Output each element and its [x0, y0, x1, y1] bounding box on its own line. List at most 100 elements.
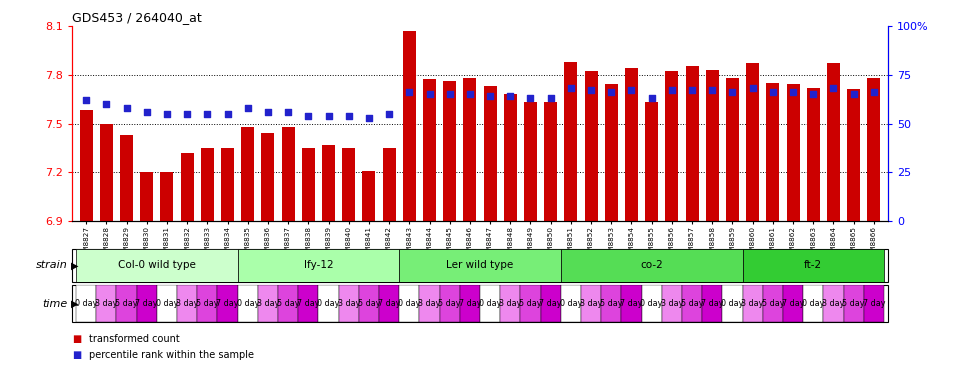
Bar [763, 285, 783, 322]
Bar [621, 285, 641, 322]
Text: 5 day: 5 day [115, 299, 138, 308]
Bar [197, 285, 217, 322]
Bar [80, 111, 93, 221]
Point [462, 91, 477, 97]
Bar [743, 249, 884, 282]
Bar [645, 102, 659, 221]
Bar [423, 79, 436, 221]
Text: 5 day: 5 day [196, 299, 219, 308]
Bar [746, 63, 759, 221]
Point [260, 109, 276, 115]
Point [180, 111, 195, 117]
Bar [382, 148, 396, 221]
Bar [682, 285, 702, 322]
Text: GDS453 / 264040_at: GDS453 / 264040_at [72, 11, 202, 24]
Text: 7 day: 7 day [781, 299, 804, 308]
Text: 7 day: 7 day [701, 299, 724, 308]
Bar [278, 285, 299, 322]
Text: co-2: co-2 [640, 260, 663, 270]
Text: 0 day: 0 day [721, 299, 744, 308]
Bar [561, 285, 581, 322]
Bar [504, 94, 516, 221]
Bar [160, 172, 174, 221]
Bar [379, 285, 399, 322]
Text: 7 day: 7 day [540, 299, 562, 308]
Text: 3 day: 3 day [338, 299, 360, 308]
Bar [625, 68, 638, 221]
Bar [844, 285, 864, 322]
Text: 5 day: 5 day [681, 299, 704, 308]
Text: 0 day: 0 day [75, 299, 97, 308]
Point [644, 95, 660, 101]
Bar [399, 249, 561, 282]
Bar [706, 70, 719, 221]
Text: 0 day: 0 day [398, 299, 420, 308]
Bar [322, 145, 335, 221]
Text: 3 day: 3 day [580, 299, 602, 308]
Bar [319, 285, 339, 322]
Point [99, 101, 114, 107]
Point [745, 85, 760, 91]
Bar [120, 135, 133, 221]
Text: 7 day: 7 day [620, 299, 643, 308]
Point [483, 93, 498, 99]
Bar [722, 285, 743, 322]
Text: 3 day: 3 day [741, 299, 764, 308]
Bar [864, 285, 884, 322]
Point [725, 89, 740, 95]
Text: 0 day: 0 day [802, 299, 825, 308]
Bar [484, 86, 496, 221]
Text: 0 day: 0 day [479, 299, 501, 308]
Bar [464, 78, 476, 221]
Bar [201, 148, 214, 221]
Bar [444, 81, 456, 221]
Bar [824, 285, 844, 322]
Text: 0 day: 0 day [640, 299, 662, 308]
Point [705, 87, 720, 93]
Bar [847, 89, 860, 221]
Point [624, 87, 639, 93]
Bar [564, 61, 578, 221]
Text: ▶: ▶ [71, 260, 79, 270]
Bar [806, 87, 820, 221]
Text: 5 day: 5 day [519, 299, 541, 308]
Bar [804, 285, 824, 322]
Bar [258, 285, 278, 322]
Text: ▶: ▶ [71, 299, 79, 309]
Point [442, 91, 457, 97]
Bar [783, 285, 804, 322]
Text: 7 day: 7 day [863, 299, 885, 308]
Text: ft-2: ft-2 [804, 260, 823, 270]
Point [421, 91, 437, 97]
Bar [399, 285, 420, 322]
Point [381, 111, 396, 117]
Bar [726, 78, 739, 221]
Point [240, 105, 255, 111]
Bar [766, 83, 780, 221]
Text: 3 day: 3 day [419, 299, 441, 308]
Bar [420, 285, 440, 322]
Bar [601, 285, 621, 322]
Bar [299, 285, 319, 322]
Text: time: time [42, 299, 67, 309]
Text: 3 day: 3 day [660, 299, 684, 308]
Bar [180, 153, 194, 221]
Text: ■: ■ [72, 350, 82, 360]
Text: 7 day: 7 day [459, 299, 481, 308]
Point [79, 97, 94, 103]
Bar [743, 285, 763, 322]
Bar [301, 148, 315, 221]
Point [866, 89, 881, 95]
Bar [281, 127, 295, 221]
Text: ■: ■ [72, 333, 82, 344]
Bar [76, 285, 96, 322]
Text: Col-0 wild type: Col-0 wild type [118, 260, 196, 270]
Text: 5 day: 5 day [439, 299, 461, 308]
Text: 0 day: 0 day [156, 299, 179, 308]
Text: 7 day: 7 day [297, 299, 320, 308]
Bar [221, 148, 234, 221]
Text: 5 day: 5 day [761, 299, 784, 308]
Bar [685, 66, 699, 221]
Bar [217, 285, 238, 322]
Point [826, 85, 841, 91]
